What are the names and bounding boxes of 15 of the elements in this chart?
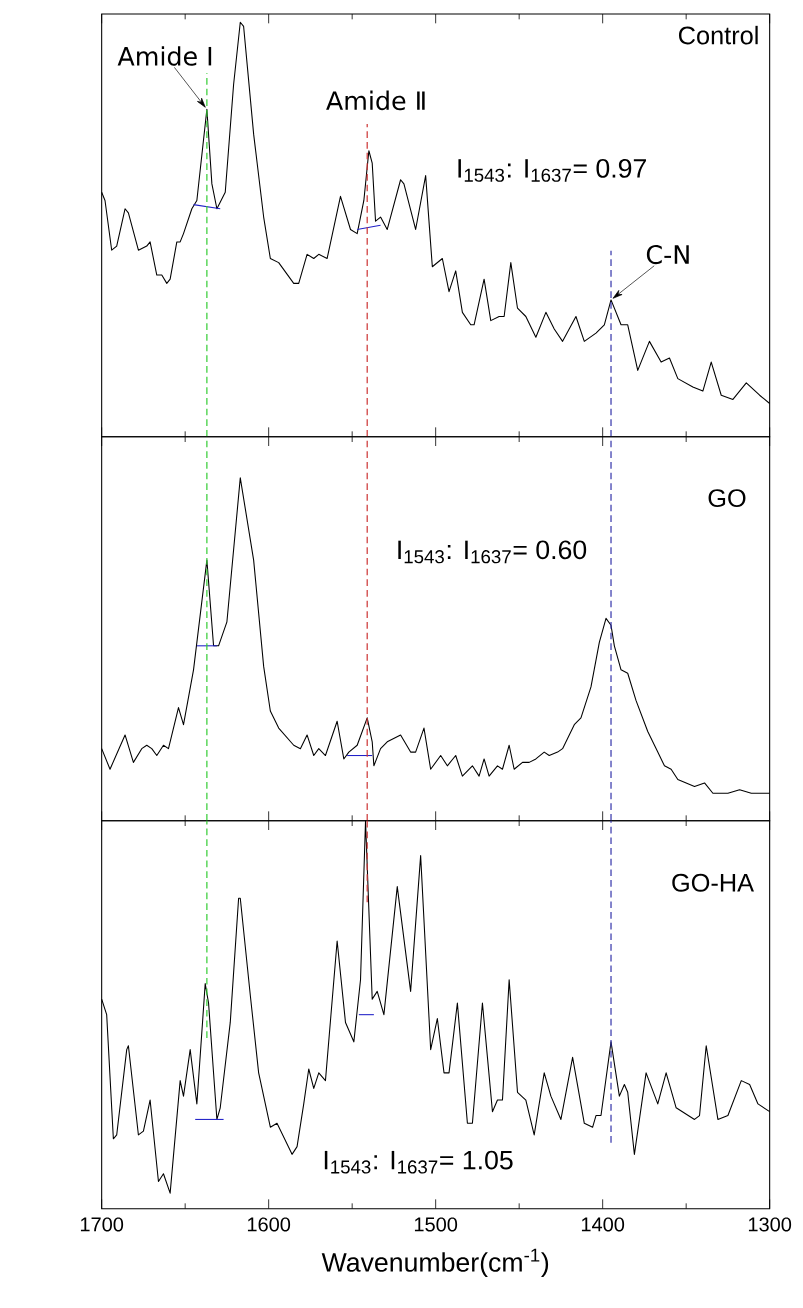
text: GO-HA [672,873,755,892]
x-tick-label: 1700 [81,1217,124,1232]
annotation: Amide Ⅰ [117,46,212,66]
x-tick-label: 1600 [248,1217,291,1232]
x-tick-label: 1400 [582,1217,625,1232]
x-tick-label: 1300 [749,1217,792,1232]
x-axis-title: Wavenumber(cm$^{-1}$) [321,1248,549,1278]
annotation: I$_{1543}$: I$_{1637}$= 0.60 [398,540,587,564]
annotation: C-N [647,245,689,265]
annotation: Amide Ⅱ [326,90,425,111]
annotation: I$_{1543}$: I$_{1637}$= 1.05 [325,1150,513,1174]
chart-title: GO [708,489,746,508]
x-tick-label: 1500 [415,1217,458,1232]
annotation: I$_{1543}$: I$_{1637}$= 0.97 [458,158,647,182]
chart-title: Control [679,25,758,45]
